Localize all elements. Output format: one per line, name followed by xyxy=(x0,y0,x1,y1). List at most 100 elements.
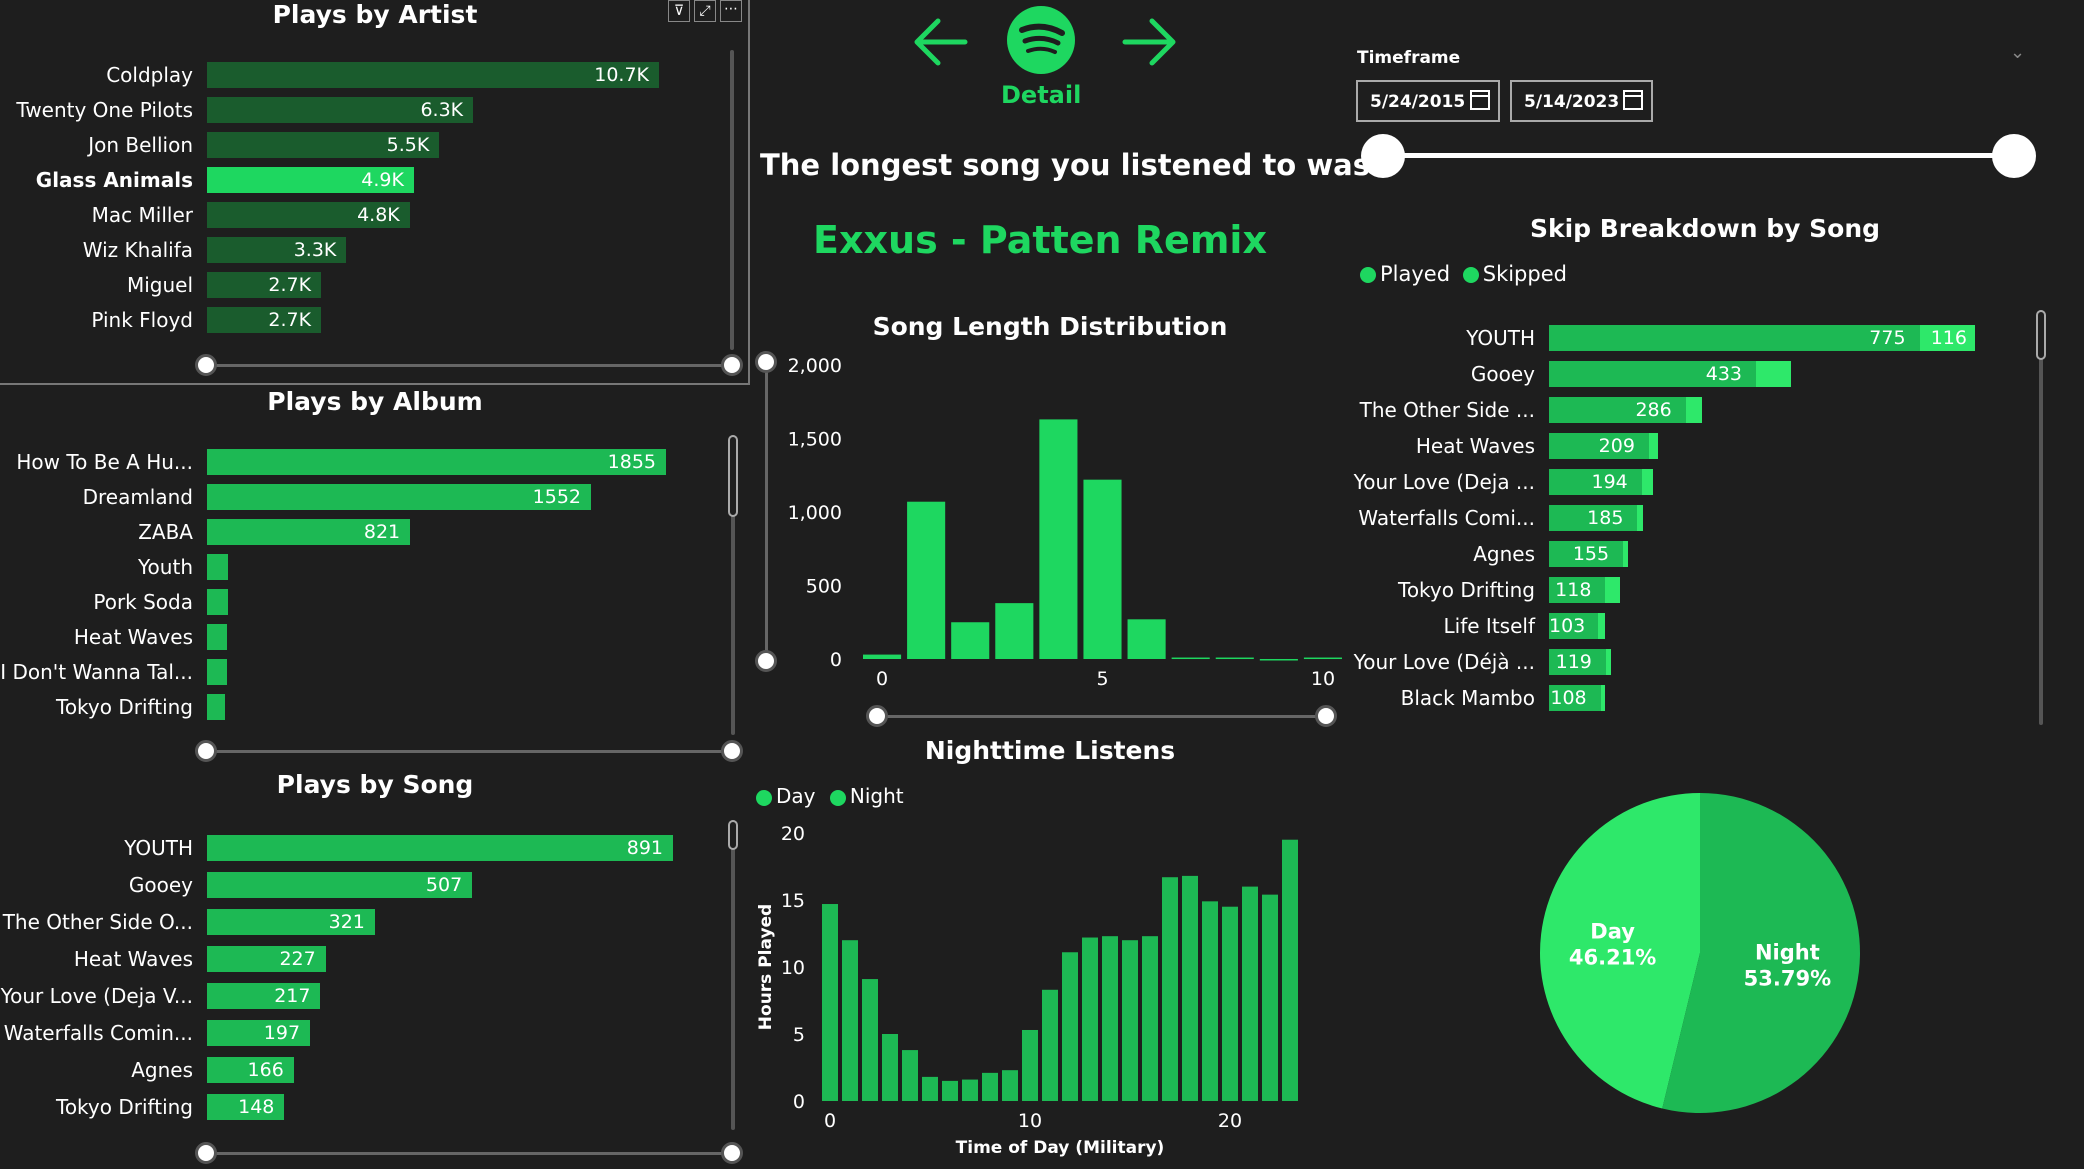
timeframe-slider-start-handle[interactable] xyxy=(1361,134,1405,178)
artist-range-handle-right[interactable] xyxy=(721,354,743,376)
bar-label[interactable]: Tokyo Drifting xyxy=(1398,578,1535,602)
bar[interactable] xyxy=(207,62,659,88)
length-bar[interactable] xyxy=(1171,657,1210,660)
bar-label[interactable]: How To Be A Hu... xyxy=(16,450,193,474)
played-bar[interactable] xyxy=(1549,613,1599,639)
hour-bar[interactable] xyxy=(982,1072,998,1101)
played-bar[interactable] xyxy=(1549,361,1757,387)
played-bar[interactable] xyxy=(1549,505,1638,531)
bar[interactable] xyxy=(207,132,440,158)
hour-bar[interactable] xyxy=(1062,952,1078,1101)
length-bar[interactable] xyxy=(1259,659,1298,661)
skip-scrollbar-thumb[interactable] xyxy=(2036,310,2046,360)
bar-label[interactable]: Your Love (Déjà ... xyxy=(1353,650,1535,674)
bar[interactable] xyxy=(207,449,666,475)
bar-label[interactable]: Glass Animals xyxy=(35,168,193,192)
bar-label[interactable]: Heat Waves xyxy=(73,625,193,649)
bar-label[interactable]: Heat Waves xyxy=(73,947,193,971)
length-bar[interactable] xyxy=(1127,619,1166,659)
spotify-logo-icon[interactable] xyxy=(1006,5,1076,75)
bar[interactable] xyxy=(207,519,411,545)
played-bar[interactable] xyxy=(1549,541,1624,567)
bar-label[interactable]: Black Mambo xyxy=(1400,686,1535,710)
length-bar[interactable] xyxy=(1303,657,1342,660)
skipped-bar[interactable] xyxy=(1641,469,1653,495)
hour-bar[interactable] xyxy=(862,979,878,1101)
chevron-down-icon[interactable]: ⌄ xyxy=(2010,42,2026,63)
hour-bar[interactable] xyxy=(1202,901,1218,1101)
length-x-range-handle-right[interactable] xyxy=(1315,705,1337,727)
song-range-handle-right[interactable] xyxy=(721,1142,743,1164)
skipped-bar[interactable] xyxy=(1756,361,1792,387)
song-scrollbar-thumb[interactable] xyxy=(728,820,738,850)
bar[interactable] xyxy=(207,272,322,298)
timeframe-slider-end-handle[interactable] xyxy=(1992,134,2036,178)
length-x-range-handle-left[interactable] xyxy=(866,705,888,727)
arrow-left-icon[interactable] xyxy=(910,15,970,70)
length-bar[interactable] xyxy=(951,622,990,659)
bar[interactable] xyxy=(207,1020,311,1046)
bar[interactable] xyxy=(207,1094,285,1120)
bar-label[interactable]: Pork Soda xyxy=(93,590,193,614)
hour-bar[interactable] xyxy=(822,904,838,1101)
bar-label[interactable]: Life Itself xyxy=(1443,614,1535,638)
legend-day-item[interactable]: Day xyxy=(756,784,816,808)
bar[interactable] xyxy=(207,97,474,123)
bar-label[interactable]: I Don't Wanna Tal... xyxy=(0,660,193,684)
length-bar[interactable] xyxy=(1083,479,1122,659)
bar-label[interactable]: Tokyo Drifting xyxy=(56,695,193,719)
legend-played-item[interactable]: Played xyxy=(1360,262,1450,286)
bar[interactable] xyxy=(207,694,225,720)
bar-label[interactable]: Dreamland xyxy=(82,485,193,509)
end-date-field[interactable]: 5/14/2023 xyxy=(1510,80,1653,122)
bar-label[interactable]: Your Love (Deja ... xyxy=(1353,470,1535,494)
bar[interactable] xyxy=(207,909,375,935)
bar-label[interactable]: Jon Bellion xyxy=(88,133,193,157)
hour-bar[interactable] xyxy=(1142,936,1158,1101)
skipped-bar[interactable] xyxy=(1605,577,1620,603)
skipped-bar[interactable] xyxy=(1598,613,1606,639)
length-bar[interactable] xyxy=(1039,419,1078,659)
legend-night-item[interactable]: Night xyxy=(829,784,904,808)
hour-bar[interactable] xyxy=(942,1080,958,1101)
length-bar[interactable] xyxy=(1215,657,1254,660)
bar[interactable] xyxy=(207,946,326,972)
album-range-handle-left[interactable] xyxy=(195,740,217,762)
detail-label[interactable]: Detail xyxy=(1001,81,1082,109)
bar[interactable] xyxy=(207,237,347,263)
filter-icon[interactable]: ⊽ xyxy=(668,0,690,22)
bar[interactable] xyxy=(207,589,229,615)
bar[interactable] xyxy=(207,202,410,228)
played-bar[interactable] xyxy=(1549,469,1642,495)
played-bar[interactable] xyxy=(1549,433,1649,459)
hour-bar[interactable] xyxy=(1222,906,1238,1101)
hour-bar[interactable] xyxy=(1162,877,1178,1101)
hour-bar[interactable] xyxy=(842,940,858,1101)
length-bar[interactable] xyxy=(863,654,902,659)
bar-label[interactable]: Mac Miller xyxy=(91,203,193,227)
hour-bar[interactable] xyxy=(1122,940,1138,1101)
pie-slice-day[interactable] xyxy=(1539,793,1700,1109)
bar-label[interactable]: Heat Waves xyxy=(1415,434,1535,458)
played-bar[interactable] xyxy=(1549,685,1601,711)
artist-range-handle-left[interactable] xyxy=(195,354,217,376)
hour-bar[interactable] xyxy=(962,1079,978,1101)
skipped-bar[interactable] xyxy=(1605,649,1611,675)
played-bar[interactable] xyxy=(1549,577,1606,603)
bar[interactable] xyxy=(207,307,322,333)
bar-label[interactable]: Waterfalls Comin... xyxy=(3,1021,193,1045)
bar[interactable] xyxy=(207,835,673,861)
hour-bar[interactable] xyxy=(1102,936,1118,1101)
bar-label[interactable]: Gooey xyxy=(128,873,193,897)
bar[interactable] xyxy=(207,659,227,685)
hour-bar[interactable] xyxy=(1042,989,1058,1101)
skipped-bar[interactable] xyxy=(1637,505,1644,531)
calendar-icon[interactable] xyxy=(1623,90,1643,110)
album-range-handle-right[interactable] xyxy=(721,740,743,762)
played-bar[interactable] xyxy=(1549,397,1686,423)
bar-label[interactable]: Coldplay xyxy=(106,63,193,87)
hour-bar[interactable] xyxy=(882,1034,898,1101)
bar-label[interactable]: Gooey xyxy=(1470,362,1535,386)
bar-label[interactable]: Youth xyxy=(138,555,193,579)
start-date-field[interactable]: 5/24/2015 xyxy=(1356,80,1500,122)
